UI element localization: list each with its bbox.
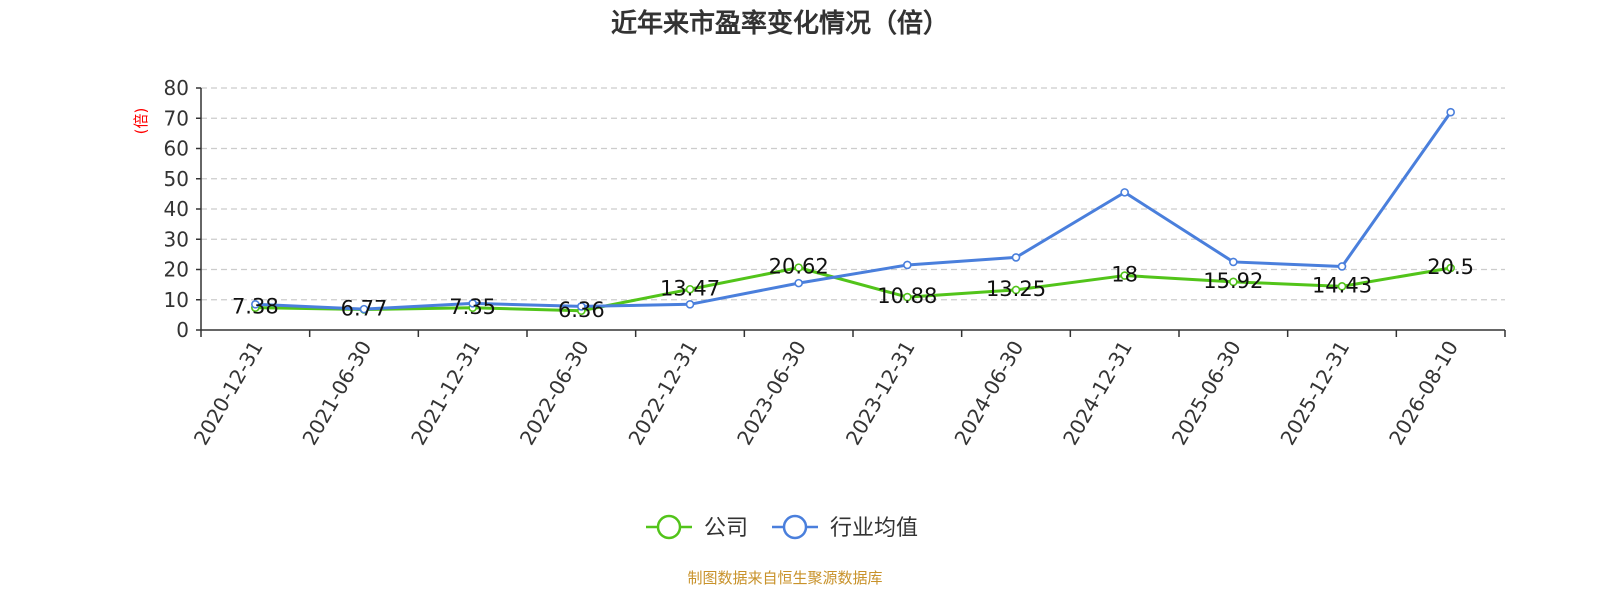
data-point[interactable]: [1446, 107, 1455, 117]
data-label: 15.92: [1203, 269, 1263, 293]
x-tick-label: 2021-12-31: [406, 336, 485, 449]
data-label: 6.77: [341, 297, 388, 321]
data-label: 20.5: [1427, 255, 1474, 279]
y-tick-label: 30: [164, 227, 189, 251]
x-tick-label: 2025-12-31: [1275, 337, 1354, 450]
data-point[interactable]: [685, 284, 695, 294]
x-tick-label: 2022-12-31: [623, 337, 702, 450]
data-point[interactable]: [1229, 257, 1238, 267]
data-label: 13.25: [986, 277, 1046, 301]
data-point[interactable]: [1337, 282, 1347, 291]
data-label: 10.88: [877, 284, 937, 308]
data-point[interactable]: [577, 302, 586, 311]
x-tick-label: 2020-12-31: [189, 337, 268, 450]
data-labels: 7.38 6.77 7.35 6.36 13.47 20.62 10.88 13.25 18 15…: [232, 255, 1474, 322]
data-label: 13.47: [660, 276, 720, 300]
data-point[interactable]: [1011, 253, 1021, 262]
series-line-0: [255, 266, 1451, 313]
x-tick-label: 2022-06-30: [515, 337, 594, 450]
legend-label-company: 公司: [704, 516, 748, 541]
data-label: 7.35: [449, 295, 496, 319]
data-label: 20.62: [769, 255, 829, 279]
x-tick-label: 2024-12-31: [1058, 337, 1137, 450]
y-tick-label: 10: [164, 288, 189, 312]
data-point[interactable]: [1120, 271, 1129, 280]
data-point[interactable]: [794, 263, 803, 272]
legend-item-company[interactable]: 公司: [646, 514, 748, 541]
legend-marker-icon: [656, 514, 682, 540]
data-point[interactable]: [794, 278, 803, 288]
x-tick-label: 2023-12-31: [841, 336, 920, 449]
data-point[interactable]: [1446, 263, 1455, 273]
y-axis-label: (倍): [132, 108, 150, 135]
data-point[interactable]: [685, 299, 695, 309]
legend-label-industry-avg: 行业均值: [830, 516, 918, 541]
data-point[interactable]: [1229, 277, 1238, 287]
data-label: 18: [1111, 263, 1138, 287]
data-point[interactable]: [1120, 188, 1129, 197]
data-point[interactable]: [468, 299, 477, 308]
x-tick-label: 2026-08-10: [1384, 337, 1463, 450]
data-label: 6.36: [558, 298, 605, 322]
series-layer: [251, 107, 1455, 316]
data-label: 7.38: [232, 295, 279, 319]
y-tick-label: 40: [164, 197, 189, 221]
legend-item-industry-avg[interactable]: 行业均值: [772, 514, 918, 541]
data-point[interactable]: [903, 292, 912, 302]
data-label: 14.43: [1312, 273, 1372, 297]
data-point[interactable]: [903, 260, 912, 270]
series-line-1: [255, 111, 1452, 311]
x-tick-label: 2021-06-30: [297, 337, 376, 450]
chart-title: 近年来市盈率变化情况（倍）: [611, 8, 949, 39]
data-point[interactable]: [1011, 285, 1021, 295]
x-tick-label: 2023-06-30: [732, 337, 811, 450]
data-source-note: 制图数据来自恒生聚源数据库: [687, 569, 882, 587]
grid-lines: [201, 87, 1505, 301]
x-tick-label: 2025-06-30: [1167, 337, 1246, 450]
x-tick-label: 2024-06-30: [949, 337, 1028, 450]
y-tick-label: 50: [164, 167, 189, 191]
data-point[interactable]: [251, 299, 260, 309]
y-tick-label: 80: [164, 76, 189, 100]
y-tick-label: 20: [164, 258, 189, 282]
legend-marker-icon: [782, 514, 808, 540]
y-tick-label: 0: [176, 318, 189, 342]
y-tick-label: 60: [164, 137, 189, 161]
data-point[interactable]: [359, 304, 369, 314]
y-tick-label: 70: [164, 106, 189, 130]
legend: 公司 行业均值: [646, 514, 918, 541]
data-point[interactable]: [1337, 262, 1347, 271]
axes: 0 10 20 30 40 50 60 70 80 2020-12-31 2021-06-30 202…: [164, 76, 1506, 450]
